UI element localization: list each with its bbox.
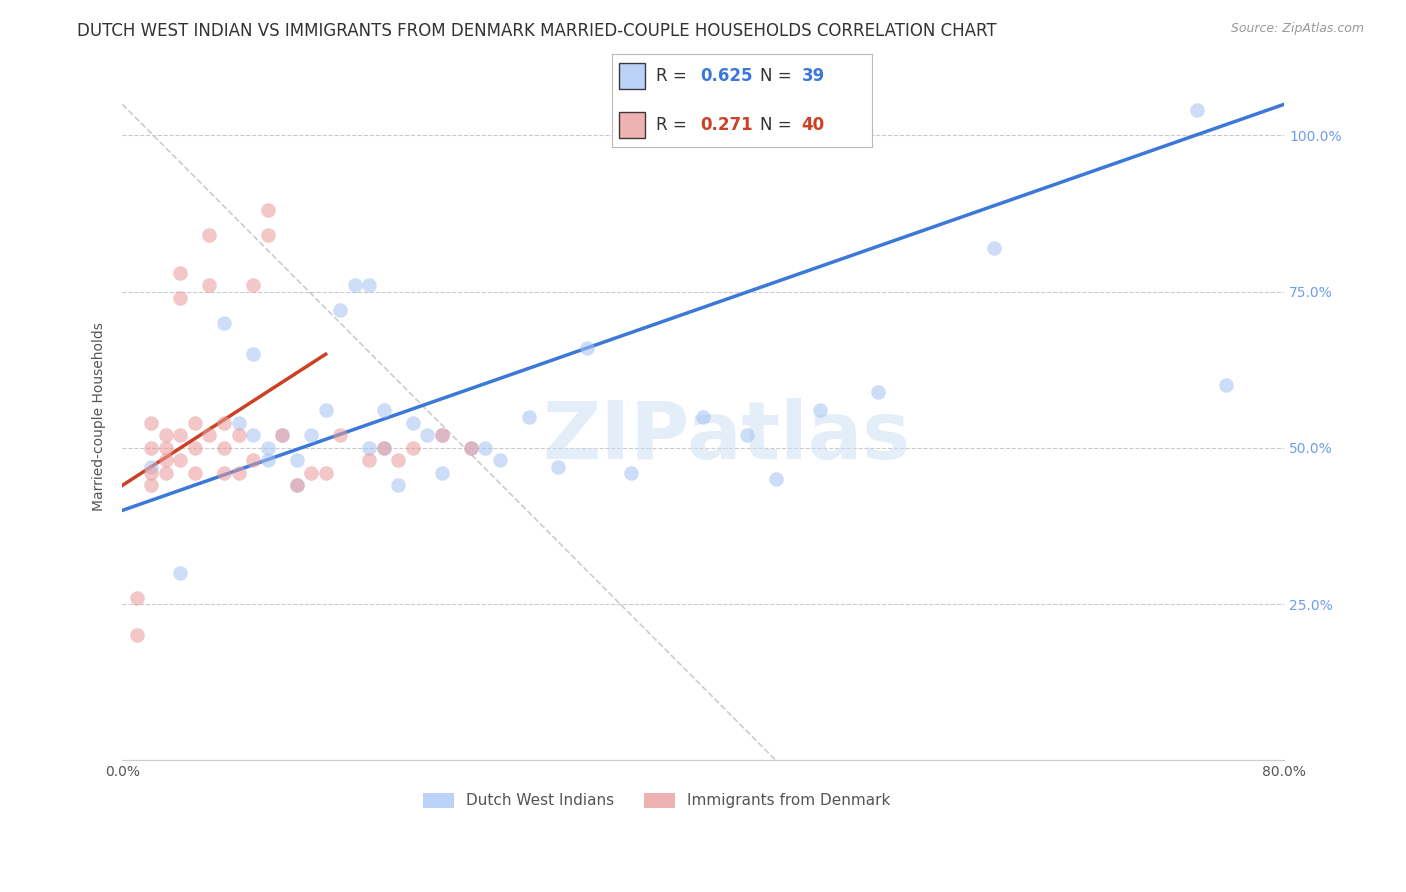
Point — [228, 428, 250, 442]
Point — [329, 303, 352, 318]
Point — [430, 428, 453, 442]
Point — [212, 316, 235, 330]
Point — [141, 441, 163, 455]
Point — [141, 478, 163, 492]
Point — [547, 459, 569, 474]
Text: DUTCH WEST INDIAN VS IMMIGRANTS FROM DENMARK MARRIED-COUPLE HOUSEHOLDS CORRELATI: DUTCH WEST INDIAN VS IMMIGRANTS FROM DEN… — [77, 22, 997, 40]
Text: N =: N = — [759, 67, 797, 85]
Point — [141, 416, 163, 430]
Point — [169, 566, 191, 580]
Point — [285, 478, 308, 492]
Point — [359, 278, 381, 293]
Point — [256, 203, 278, 218]
Text: R =: R = — [655, 67, 692, 85]
Point — [474, 441, 496, 455]
Point — [430, 466, 453, 480]
Point — [430, 428, 453, 442]
Point — [155, 466, 177, 480]
Text: R =: R = — [655, 116, 692, 134]
Point — [212, 466, 235, 480]
Point — [256, 441, 278, 455]
Point — [315, 466, 337, 480]
Point — [983, 241, 1005, 255]
Point — [692, 409, 714, 424]
Point — [271, 428, 294, 442]
Point — [866, 384, 889, 399]
Point — [228, 466, 250, 480]
Point — [169, 266, 191, 280]
Point — [242, 453, 264, 467]
Point — [169, 291, 191, 305]
Point — [184, 416, 207, 430]
Point — [212, 441, 235, 455]
Point — [402, 416, 425, 430]
Point — [359, 441, 381, 455]
FancyBboxPatch shape — [620, 63, 645, 89]
Point — [576, 341, 599, 355]
Point — [373, 441, 395, 455]
Point — [359, 453, 381, 467]
Point — [271, 428, 294, 442]
Point — [373, 403, 395, 417]
Point — [169, 453, 191, 467]
Point — [416, 428, 439, 442]
Point — [329, 428, 352, 442]
Point — [402, 441, 425, 455]
Point — [1185, 103, 1208, 118]
Point — [387, 478, 409, 492]
Point — [198, 428, 221, 442]
Point — [141, 459, 163, 474]
Point — [285, 453, 308, 467]
Point — [620, 466, 643, 480]
Point — [460, 441, 482, 455]
Point — [387, 453, 409, 467]
Text: ZIPatlas: ZIPatlas — [543, 399, 911, 476]
Text: N =: N = — [759, 116, 797, 134]
FancyBboxPatch shape — [620, 112, 645, 138]
Text: 0.625: 0.625 — [700, 67, 752, 85]
Point — [299, 428, 322, 442]
Point — [184, 441, 207, 455]
Point — [141, 466, 163, 480]
Text: 40: 40 — [801, 116, 824, 134]
Text: 0.271: 0.271 — [700, 116, 752, 134]
Text: Source: ZipAtlas.com: Source: ZipAtlas.com — [1230, 22, 1364, 36]
Point — [184, 466, 207, 480]
Point — [242, 347, 264, 361]
Point — [808, 403, 831, 417]
Point — [343, 278, 366, 293]
Point — [228, 416, 250, 430]
Point — [285, 478, 308, 492]
Point — [256, 453, 278, 467]
Point — [1215, 378, 1237, 392]
Text: 39: 39 — [801, 67, 825, 85]
Y-axis label: Married-couple Households: Married-couple Households — [93, 322, 107, 511]
Point — [125, 591, 148, 605]
Point — [735, 428, 758, 442]
Point — [169, 428, 191, 442]
Point — [155, 441, 177, 455]
Point — [125, 628, 148, 642]
Point — [256, 228, 278, 243]
Point — [373, 441, 395, 455]
Point — [242, 278, 264, 293]
Point — [517, 409, 540, 424]
Point — [198, 228, 221, 243]
Point — [198, 278, 221, 293]
Point — [299, 466, 322, 480]
Point — [155, 453, 177, 467]
Point — [315, 403, 337, 417]
Point — [489, 453, 512, 467]
Point — [155, 428, 177, 442]
Point — [460, 441, 482, 455]
Point — [212, 416, 235, 430]
Point — [765, 472, 787, 486]
Point — [242, 428, 264, 442]
Legend: Dutch West Indians, Immigrants from Denmark: Dutch West Indians, Immigrants from Denm… — [418, 787, 897, 814]
